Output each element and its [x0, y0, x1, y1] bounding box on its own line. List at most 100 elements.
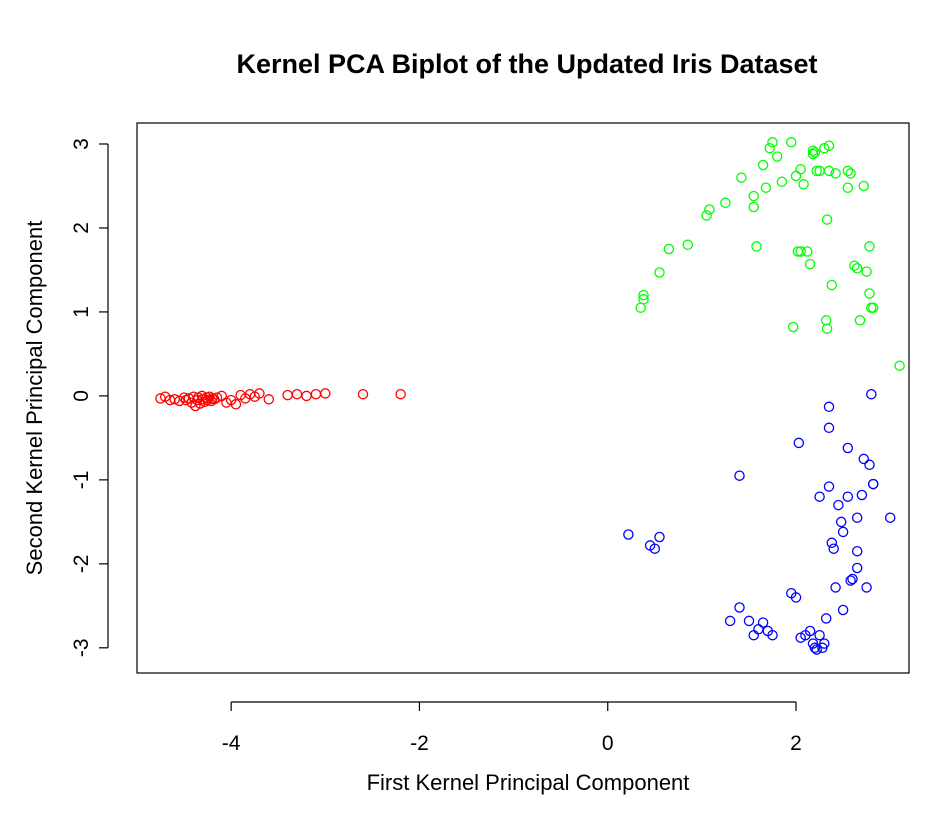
data-point	[807, 145, 819, 156]
data-point	[282, 389, 293, 401]
data-point	[809, 147, 821, 158]
data-point	[820, 315, 832, 326]
data-point	[807, 148, 819, 160]
data-point	[793, 437, 805, 449]
data-point	[837, 604, 849, 616]
data-points	[155, 137, 905, 655]
data-point	[682, 239, 694, 251]
data-point	[767, 137, 778, 148]
data-point	[833, 499, 844, 511]
data-point	[310, 388, 322, 400]
data-point	[851, 263, 863, 274]
data-point	[837, 526, 849, 538]
data-point	[842, 165, 854, 177]
y-tick-label: -2	[70, 554, 93, 573]
data-point	[842, 442, 854, 454]
chart-title: Kernel PCA Biplot of the Updated Iris Da…	[236, 49, 817, 79]
data-point	[701, 210, 712, 221]
data-point	[654, 267, 665, 278]
data-point	[826, 279, 838, 291]
data-point	[230, 399, 242, 410]
y-axis-label: Second Kernel Principal Component	[22, 221, 47, 576]
data-point	[821, 214, 833, 225]
data-point	[724, 615, 736, 627]
y-tick-label: 2	[70, 222, 93, 234]
y-tick-label: 0	[70, 390, 93, 402]
y-tick-label: -1	[70, 471, 93, 490]
y-tick-label: 1	[70, 306, 93, 318]
x-axis-label: First Kernel Principal Component	[367, 770, 690, 795]
data-point	[291, 388, 303, 400]
data-point	[795, 246, 806, 257]
data-point	[811, 644, 822, 655]
data-point	[795, 163, 806, 175]
data-point	[851, 562, 863, 574]
data-point	[856, 489, 868, 501]
data-point	[884, 512, 896, 523]
data-point	[802, 246, 813, 257]
data-point	[787, 321, 799, 333]
y-tick-label: 3	[70, 138, 93, 150]
data-point	[320, 388, 331, 399]
data-point	[757, 617, 769, 628]
data-point	[842, 182, 854, 193]
data-point	[894, 360, 905, 371]
data-point	[814, 491, 825, 502]
data-point	[649, 543, 661, 554]
data-point	[638, 294, 649, 305]
x-tick-label: -2	[410, 732, 429, 755]
data-point	[828, 543, 839, 554]
y-tick-label: -3	[70, 638, 93, 657]
data-point	[821, 323, 833, 334]
data-point	[845, 168, 856, 179]
series-1	[155, 388, 406, 412]
data-point	[748, 629, 759, 641]
data-point	[858, 180, 870, 192]
data-point	[867, 478, 879, 490]
data-point	[814, 629, 825, 641]
data-point	[845, 575, 856, 586]
x-tick-label: 0	[602, 732, 614, 755]
data-point	[830, 582, 841, 593]
data-point	[790, 170, 802, 182]
data-point	[357, 388, 369, 400]
data-point	[830, 168, 841, 179]
data-point	[867, 302, 879, 313]
data-point	[263, 394, 275, 405]
data-point	[820, 613, 832, 624]
data-point	[748, 190, 759, 202]
data-point	[748, 201, 759, 213]
data-point	[211, 392, 223, 403]
data-point	[757, 159, 769, 171]
data-point	[842, 491, 854, 502]
plot-area-frame	[136, 122, 910, 674]
data-point	[395, 388, 406, 400]
data-point	[864, 459, 875, 471]
data-point	[798, 179, 809, 190]
x-tick-label: 2	[790, 732, 802, 755]
data-point	[861, 266, 872, 277]
data-point	[854, 315, 866, 326]
data-point	[654, 531, 665, 543]
series-2	[635, 137, 905, 371]
data-point	[809, 642, 821, 654]
data-point	[823, 401, 835, 413]
x-axis: -4 -2 0 2	[222, 701, 802, 755]
data-point	[734, 602, 745, 613]
data-point	[771, 151, 783, 162]
data-point	[734, 470, 745, 481]
data-point	[753, 624, 764, 635]
data-point	[767, 629, 778, 641]
data-point	[823, 165, 835, 177]
data-point	[835, 516, 847, 528]
data-point	[864, 288, 875, 299]
data-point	[849, 260, 860, 271]
data-point	[790, 592, 802, 603]
data-point	[743, 615, 755, 627]
x-tick-label: -4	[222, 732, 241, 755]
data-point	[864, 241, 875, 252]
data-point	[254, 388, 265, 399]
data-point	[851, 512, 863, 523]
